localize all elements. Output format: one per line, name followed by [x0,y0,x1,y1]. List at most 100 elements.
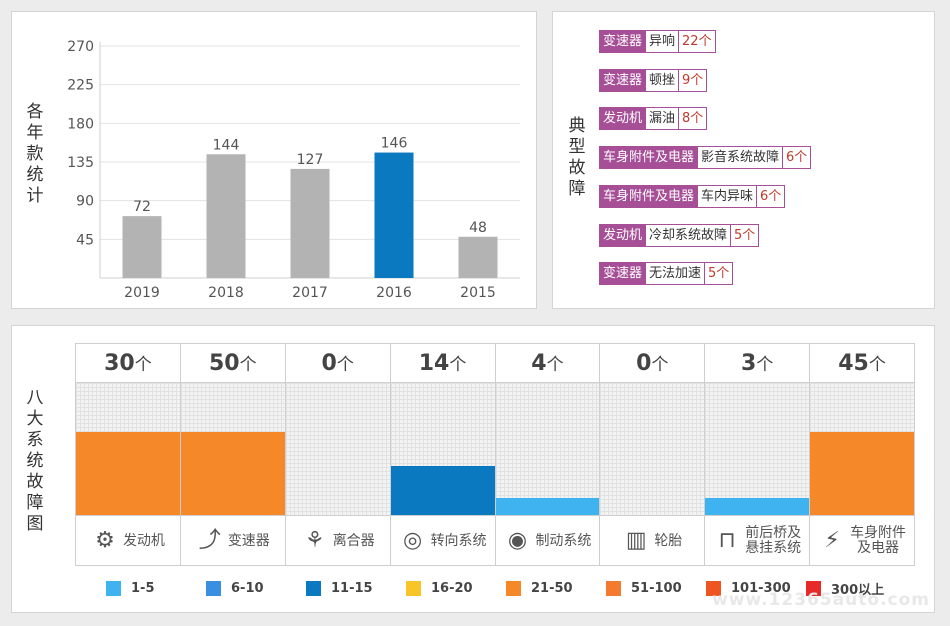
tire-icon: ▥ [622,527,650,555]
legend-label: 6-10 [231,581,264,596]
watermark: www.12365auto.com [712,590,930,610]
count-unit: 个 [869,355,886,375]
fault-item: 车身附件及电器 车内异味 6个 [599,185,785,208]
yearly-label-char: 款 [24,144,46,165]
system-column: 3个 ⊓ 前后桥及 悬挂系统 [705,343,810,566]
system-name: 前后桥及 悬挂系统 [745,526,801,556]
fault-name: 漏油 [646,107,679,130]
x-tick-label-2015: 2015 [460,285,496,301]
fault-count: 6个 [783,146,811,169]
count-unit: 个 [135,355,152,375]
bar-2017 [291,169,330,278]
bar-2015 [459,237,498,278]
gear-shift-icon: ⤴ [196,527,224,555]
system-name-line: 前后桥及 [745,526,801,541]
system-count: 0个 [286,344,390,383]
yearly-label-char: 年 [24,123,46,144]
system-plot [496,383,600,515]
system-column: 30个 ⚙ 发动机 [76,343,181,566]
legend-swatch [206,581,221,596]
fault-category: 发动机 [599,224,646,247]
system-name-line: 变速器 [228,534,270,549]
yearly-stats-label: 各年款统计 [24,102,46,207]
legend-item: 16-20 [406,578,506,598]
fault-name: 车内异味 [698,185,757,208]
fault-name: 影音系统故障 [698,146,783,169]
legend-label: 21-50 [531,581,573,596]
system-name-line: 离合器 [333,534,375,549]
typical-faults-panel: 典型故障 变速器 异响 22个 变速器 顿挫 9个 发动机 漏油 8个 车身附件及电器 影音系统故障… [552,11,935,309]
system-count: 4个 [496,344,600,383]
clutch-pedal-icon: ⚘ [301,527,329,555]
system-name-line: 轮胎 [654,534,682,549]
brake-disc-icon: ◉ [503,527,531,555]
system-column: 14个 ◎ 转向系统 [391,343,496,566]
yearly-label-char: 计 [24,186,46,207]
system-count: 45个 [810,344,914,383]
system-column: 0个 ▥ 轮胎 [600,343,705,566]
legend-item: 1-5 [106,578,206,598]
system-caption: ◉ 制动系统 [496,515,600,566]
fault-name: 顿挫 [646,69,679,92]
legend-label: 1-5 [131,581,155,596]
system-column: 0个 ⚘ 离合器 [286,343,391,566]
fault-category: 变速器 [599,262,646,285]
system-caption: ⚙ 发动机 [76,515,180,566]
y-tick-label: 45 [76,232,94,248]
system-column: 4个 ◉ 制动系统 [496,343,601,566]
system-name: 变速器 [228,534,270,549]
engine-icon: ⚙ [91,527,119,555]
system-plot [600,383,704,515]
system-plot [810,383,914,515]
x-tick-label-2018: 2018 [208,285,244,301]
system-column: 50个 ⤴ 变速器 [181,343,286,566]
system-count: 0个 [600,344,704,383]
system-name-line: 悬挂系统 [745,541,801,556]
count-unit: 个 [240,355,257,375]
system-name-line: 制动系统 [535,534,591,549]
systems-label-char: 统 [24,451,46,472]
system-fill-bar [391,466,495,515]
systems-label-char: 障 [24,493,46,514]
systems-label-char: 图 [24,514,46,535]
legend-swatch [406,581,421,596]
bar-2018 [207,154,246,278]
system-plot [286,383,390,515]
data-label-2018: 144 [213,137,240,153]
fault-item: 车身附件及电器 影音系统故障 6个 [599,146,811,169]
count-unit: 个 [547,355,564,375]
eight-systems-label: 八大系统故障图 [24,388,46,535]
legend-item: 6-10 [206,578,306,598]
yearly-label-char: 各 [24,102,46,123]
legend-swatch [506,581,521,596]
system-caption: ⤴ 变速器 [181,515,285,566]
y-tick-label: 90 [76,194,94,210]
faults-label-char: 典 [566,116,588,137]
legend-item: 51-100 [606,578,706,598]
fault-item: 变速器 顿挫 9个 [599,69,707,92]
y-tick-label: 270 [67,39,94,55]
fault-name: 无法加速 [646,262,705,285]
fault-count: 5个 [705,262,733,285]
count-unit: 个 [337,355,354,375]
system-caption: ⊓ 前后桥及 悬挂系统 [705,515,809,566]
system-plot [391,383,495,515]
system-name-line: 发动机 [123,534,165,549]
faults-label-char: 障 [566,179,588,200]
y-tick-label: 135 [67,155,94,171]
system-name: 轮胎 [654,534,682,549]
yearly-stats-panel: 各年款统计 45 90 135 180 225 270 72 2019 144 2018 127 20… [11,11,537,309]
data-label-2017: 127 [297,152,324,168]
system-name: 发动机 [123,534,165,549]
axle-icon: ⊓ [713,527,741,555]
system-fill-bar [496,498,600,515]
fault-item: 变速器 异响 22个 [599,30,716,53]
system-caption: ⚘ 离合器 [286,515,390,566]
fault-count: 6个 [757,185,785,208]
steering-wheel-icon: ◎ [399,527,427,555]
system-plot [76,383,180,515]
system-count: 50个 [181,344,285,383]
system-fill-bar [810,432,914,515]
system-plot [181,383,285,515]
system-count: 3个 [705,344,809,383]
